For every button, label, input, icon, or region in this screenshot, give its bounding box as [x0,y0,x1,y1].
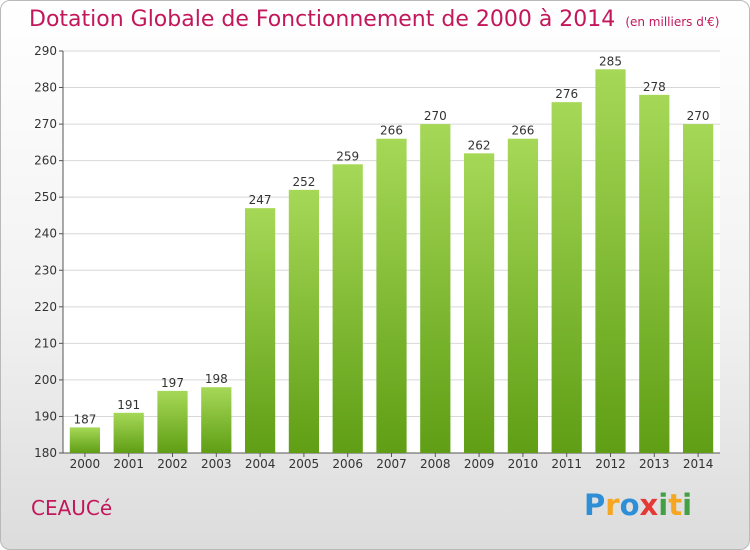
data-label: 259 [336,149,359,163]
data-label: 278 [643,80,666,94]
chart-title: Dotation Globale de Fonctionnement de 20… [29,7,719,32]
commune-name: CEAUCé [31,496,113,520]
y-tick-label: 290 [34,44,57,58]
data-label: 187 [73,412,96,426]
data-label: 266 [380,124,403,138]
bar [682,124,714,453]
bar [332,164,363,454]
y-tick-label: 200 [34,373,57,387]
bar [551,102,582,453]
x-tick-label: 2002 [157,457,188,471]
chart-title-text: Dotation Globale de Fonctionnement de 20… [29,7,616,32]
chart-unit-label: (en milliers d'€) [625,15,720,29]
x-tick-label: 2014 [683,457,714,471]
x-tick-label: 2013 [639,457,670,471]
x-tick-label: 2006 [332,457,363,471]
data-label: 191 [117,398,140,412]
x-tick-label: 2012 [595,457,626,471]
y-tick-label: 260 [34,154,57,168]
bar [288,189,320,453]
y-tick-label: 240 [34,227,57,241]
logo-letter: P [584,488,606,522]
data-label: 266 [511,124,534,138]
data-label: 247 [249,193,272,207]
y-tick-label: 210 [34,336,57,350]
x-tick-label: 2003 [201,457,232,471]
y-tick-label: 190 [34,409,57,423]
data-label: 270 [687,109,710,123]
x-tick-label: 2009 [464,457,495,471]
data-label: 197 [161,376,184,390]
bar [69,427,101,453]
y-tick-label: 180 [34,446,57,460]
bar [113,412,144,453]
x-tick-label: 2000 [70,457,101,471]
logo-letter: x [639,488,659,522]
x-tick-label: 2010 [508,457,539,471]
data-label: 270 [424,109,447,123]
logo-letter: t [668,488,683,522]
y-tick-label: 230 [34,263,57,277]
y-tick-label: 220 [34,300,57,314]
bar [463,153,495,453]
logo-letter: i [682,488,693,522]
x-tick-label: 2008 [420,457,451,471]
proxiti-logo: Proxiti [584,488,692,522]
x-tick-label: 2004 [245,457,276,471]
x-tick-label: 2005 [289,457,320,471]
bar [595,69,626,453]
bar [157,390,188,453]
x-tick-label: 2001 [113,457,144,471]
x-tick-label: 2011 [551,457,582,471]
bar [201,387,232,453]
y-tick-label: 270 [34,117,57,131]
bar [244,208,276,453]
logo-letter: r [605,488,620,522]
data-label: 276 [555,87,578,101]
logo-letter: o [619,488,640,522]
data-label: 198 [205,372,228,386]
bar [639,94,670,453]
x-tick-label: 2007 [376,457,407,471]
data-label: 262 [468,138,491,152]
logo-letter: i [658,488,669,522]
bar [376,138,407,453]
data-label: 252 [292,175,315,189]
data-label: 285 [599,54,622,68]
bar [420,124,451,453]
bar [507,138,539,453]
y-tick-label: 250 [34,190,57,204]
y-tick-label: 280 [34,81,57,95]
